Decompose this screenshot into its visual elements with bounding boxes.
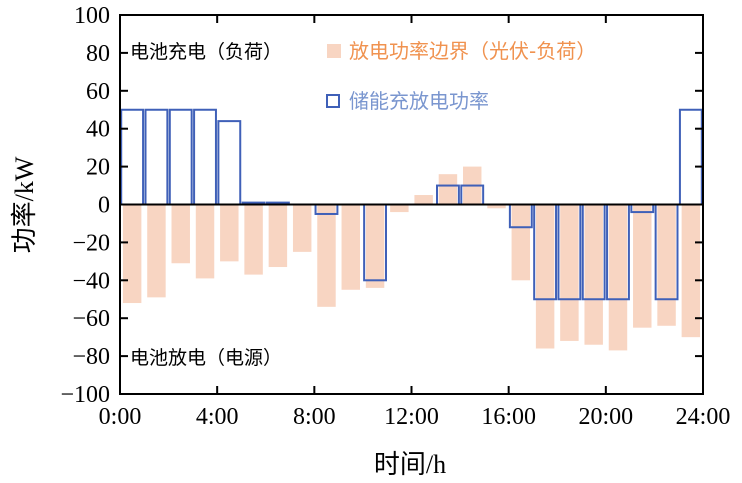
boundary-bar: [681, 204, 701, 338]
x-tick-label: 24:00: [676, 404, 731, 430]
boundary-bar: [487, 204, 506, 209]
boundary-bar: [122, 204, 142, 304]
boundary-bar: [633, 204, 652, 328]
y-tick-label: 40: [86, 117, 110, 143]
boundary-bar: [535, 204, 555, 349]
y-tick-label: 80: [86, 41, 110, 67]
storage-bar: [678, 108, 703, 206]
storage-bar: [120, 108, 145, 206]
x-tick-label: 0:00: [99, 404, 142, 430]
boundary-bar: [341, 204, 361, 290]
boundary-bar: [268, 204, 288, 268]
y-tick-label: 60: [86, 79, 110, 105]
boundary-bar: [584, 204, 603, 345]
boundary-bar: [195, 204, 215, 279]
boundary-bar: [414, 195, 433, 205]
boundary-bar: [560, 204, 579, 341]
legend-label-storage: 储能充放电功率: [349, 89, 489, 113]
boundary-bar: [244, 204, 263, 275]
boundary-bar: [317, 204, 336, 307]
region-label-discharge: 电池放电（电源）: [130, 347, 282, 369]
y-tick-label: 20: [86, 155, 110, 181]
x-tick-label: 20:00: [578, 404, 633, 430]
boundary-bar: [220, 204, 239, 262]
x-tick-label: 16:00: [481, 404, 536, 430]
boundary-bar: [390, 204, 409, 213]
storage-bar: [217, 120, 242, 206]
boundary-bar: [365, 204, 385, 288]
boundary-bar: [171, 204, 190, 264]
x-tick-label: 12:00: [384, 404, 439, 430]
region-label-charge: 电池充电（负荷）: [130, 41, 282, 63]
y-axis-title: 功率/kW: [10, 156, 39, 253]
boundary-bar: [657, 204, 676, 326]
axis-ticks: [119, 14, 704, 395]
y-tick-label: 100: [74, 3, 110, 29]
y-tick-labels: 100 80 60 40 20 0 −20 −40 −60 −80 −100: [60, 3, 110, 408]
y-tick-label: −100: [60, 382, 110, 408]
y-tick-label: 0: [98, 193, 110, 219]
legend-label-boundary: 放电功率边界（光伏-负荷）: [349, 39, 596, 63]
legend-swatch-storage: [326, 94, 340, 108]
legend-swatch-boundary: [327, 44, 341, 58]
boundary-bar: [292, 204, 312, 252]
boundary-bar: [608, 204, 628, 351]
boundary-bars: [122, 166, 701, 351]
y-tick-label: −40: [72, 268, 110, 294]
x-tick-labels: 0:00 4:00 8:00 12:00 16:00 20:00 24:00: [99, 404, 731, 430]
storage-bar: [168, 108, 193, 206]
storage-bar: [144, 108, 169, 206]
y-tick-label: −60: [72, 306, 110, 332]
y-tick-label: −80: [72, 344, 110, 370]
x-axis-title: 时间/h: [374, 450, 446, 479]
boundary-bar: [147, 204, 166, 298]
boundary-bar: [438, 174, 458, 205]
storage-bar: [193, 108, 217, 206]
x-tick-label: 8:00: [293, 404, 336, 430]
x-tick-label: 4:00: [196, 404, 239, 430]
boundary-bar: [511, 204, 531, 281]
y-tick-label: −20: [72, 230, 110, 256]
